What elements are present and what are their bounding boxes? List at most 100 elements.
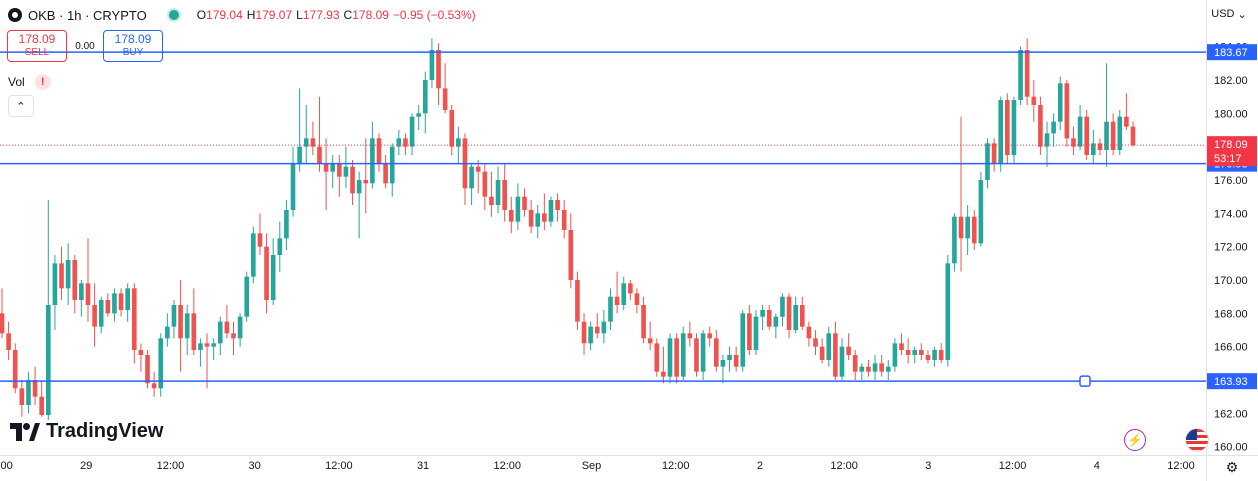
price-axis[interactable]: 160.00162.00164.00166.00168.00170.00172.…	[1206, 0, 1258, 481]
time-tick-label: 12:00	[325, 460, 353, 472]
candle	[515, 183, 521, 230]
candle-body	[1104, 121, 1109, 150]
candle	[277, 221, 283, 272]
candle-body	[952, 216, 957, 264]
candle	[429, 38, 435, 89]
candle-body	[674, 338, 679, 377]
candle-body	[1117, 116, 1123, 150]
candle-body	[667, 338, 673, 377]
flash-icon[interactable]: ⚡	[1124, 429, 1146, 451]
candle	[766, 305, 772, 330]
candle	[350, 160, 355, 205]
candle	[859, 363, 865, 380]
candle	[462, 133, 468, 205]
candle-body	[687, 333, 693, 339]
candle	[1077, 105, 1083, 150]
currency-selector[interactable]: USD ⌄	[1206, 4, 1252, 24]
candle	[396, 130, 402, 155]
candle	[198, 338, 203, 367]
candle	[237, 313, 243, 347]
candle-body	[733, 355, 739, 367]
candle-body	[707, 333, 713, 339]
price-tick-label: 170.00	[1214, 275, 1248, 287]
logo-text: TradingView	[46, 420, 164, 442]
candle	[0, 288, 5, 339]
candle-body	[945, 263, 951, 360]
us-flag-icon[interactable]	[1185, 428, 1209, 452]
candle-body	[429, 50, 435, 80]
buy-label: BUY	[122, 47, 144, 58]
candle	[370, 121, 375, 189]
buy-button[interactable]: 178.09 BUY	[103, 30, 163, 62]
tradingview-logo[interactable]: TradingView	[10, 420, 163, 443]
candle-body	[211, 343, 216, 347]
candle-body	[217, 321, 223, 344]
candle	[740, 310, 746, 372]
candle	[760, 305, 765, 330]
candle-body	[409, 116, 415, 147]
line-price-label-bg	[1207, 373, 1257, 390]
time-tick-label: 2:00	[0, 460, 13, 472]
candle-body	[105, 300, 111, 314]
candle	[839, 338, 845, 380]
candle-body	[892, 343, 898, 367]
candle-body	[766, 310, 772, 327]
candle-body	[839, 346, 845, 377]
candle-body	[178, 305, 183, 339]
candle-body	[204, 343, 210, 347]
candle	[588, 321, 593, 350]
candle-body	[1071, 138, 1076, 147]
price-tick-label: 160.00	[1214, 442, 1248, 454]
exclamation-icon[interactable]: !	[34, 74, 51, 90]
candle	[251, 226, 256, 284]
candle-body	[317, 146, 322, 164]
countdown-label: 53:17	[1214, 153, 1242, 165]
market-open-dot-icon[interactable]	[166, 8, 181, 22]
chevron-up-icon[interactable]: ⌃	[8, 95, 34, 117]
candle	[45, 200, 51, 420]
candle	[1064, 80, 1070, 147]
candle	[780, 293, 785, 327]
candle-body	[852, 355, 858, 372]
candle	[542, 193, 547, 230]
candle	[998, 96, 1004, 172]
candle	[806, 321, 812, 347]
volume-indicator[interactable]: Vol !	[8, 74, 51, 90]
candle	[178, 280, 183, 372]
candle-body	[1018, 50, 1023, 100]
candle	[978, 171, 984, 247]
ohlc-change: −0.95 (−0.53%)	[392, 8, 476, 22]
time-tick-label: 12:00	[494, 460, 522, 472]
candle-body	[561, 210, 567, 230]
candle-body	[641, 305, 646, 339]
candle-body	[1005, 100, 1010, 155]
candle	[1057, 76, 1063, 130]
settings-gear-icon[interactable]: ⚙	[1225, 458, 1239, 475]
candle	[303, 105, 309, 164]
sell-label: SELL	[24, 47, 50, 58]
candle-body	[568, 230, 574, 280]
symbol-title[interactable]: OKB · 1h · CRYPTO	[28, 7, 147, 23]
candle	[323, 138, 329, 210]
candle	[1110, 113, 1116, 155]
candle-body	[131, 288, 137, 350]
candle-body	[846, 346, 851, 355]
time-tick-label: 31	[417, 460, 429, 472]
candle	[389, 143, 395, 197]
candle	[191, 288, 197, 355]
candle-body	[747, 313, 752, 350]
time-tick-label: 12:00	[999, 460, 1027, 472]
candle-body	[978, 180, 984, 244]
candle	[747, 305, 752, 355]
candle-body	[32, 380, 38, 397]
candle-body	[482, 171, 488, 197]
time-axis[interactable]: 2:00 29 12:00 30 12:00 31 12:00 Sep 12:00 2 12:00 3…	[0, 455, 1258, 473]
candle	[694, 333, 699, 377]
candle	[231, 321, 236, 355]
candle-body	[594, 326, 600, 334]
sell-button[interactable]: 178.09 SELL	[7, 30, 67, 62]
candle	[793, 296, 798, 334]
candle-body	[79, 283, 84, 300]
ohlc-values: O179.04 H179.07 L177.93 C178.09 −0.95 (−…	[197, 8, 476, 22]
